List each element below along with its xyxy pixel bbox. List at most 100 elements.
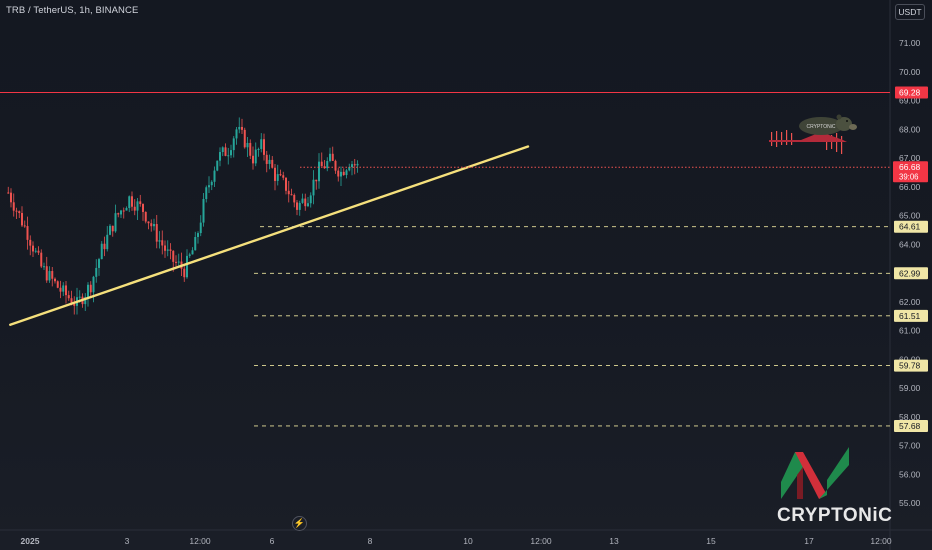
time-tick-label: 2025 (21, 536, 40, 546)
candle-body (227, 155, 230, 157)
support-tag-label: 57.68 (899, 421, 921, 431)
candles (7, 117, 359, 315)
brand-logo-icon (781, 447, 849, 499)
price-tick-label: 57.00 (899, 441, 921, 451)
support-tag-bg (894, 309, 928, 322)
support-tag-label: 61.51 (899, 311, 921, 321)
price-tick-label: 56.00 (899, 469, 921, 479)
candle-body (318, 161, 320, 182)
bear-eye (846, 120, 848, 122)
candle-body (257, 148, 260, 150)
candle-body (98, 259, 100, 268)
candle-body (15, 210, 18, 212)
candle-body (232, 138, 235, 151)
candle-body (274, 167, 276, 181)
candle-body (326, 160, 329, 169)
price-tick-label: 70.00 (899, 67, 921, 77)
price-tick-label: 58.00 (899, 412, 921, 422)
candle-body (345, 170, 348, 176)
candle-body (37, 250, 40, 253)
currency-button[interactable]: USDT (895, 4, 925, 20)
support-tag-bg (894, 267, 928, 280)
candle-body (205, 187, 208, 199)
candle-body (241, 126, 243, 130)
candle-body (301, 198, 304, 203)
candle-body (133, 206, 136, 211)
candle-body (271, 159, 274, 168)
resistance-price-tag: 69.28 (895, 86, 928, 99)
logo-green-right (819, 447, 849, 499)
candle-body (230, 150, 232, 156)
time-tick-label: 13 (609, 536, 619, 546)
logo-green-left (781, 452, 803, 499)
price-tick-label: 55.00 (899, 498, 921, 508)
price-tick-label: 64.00 (899, 239, 921, 249)
candle-body (128, 196, 131, 209)
lightning-icon[interactable]: ⚡ (292, 516, 307, 531)
candle-body (307, 203, 309, 207)
candle-body (188, 254, 191, 256)
time-axis[interactable]: 2025 3 12:00 6 8 10 12:00 13 15 17 12:00 (21, 536, 892, 546)
candle-body (48, 271, 51, 281)
candle-body (268, 159, 271, 164)
candle-body (342, 171, 345, 176)
candle-body (139, 201, 142, 205)
candle-body (340, 171, 342, 177)
candle-body (43, 266, 45, 268)
support-price-tag: 59.78 (894, 359, 928, 372)
candle-body (10, 192, 12, 203)
candle-body (219, 152, 221, 161)
candle-body (84, 297, 87, 305)
candle-body (147, 221, 150, 224)
candle-body (62, 285, 65, 292)
candle-body (224, 147, 227, 156)
badge-text: CRYPTONiC (807, 124, 836, 130)
candle-body (287, 190, 290, 195)
candle-body (150, 223, 153, 227)
candle-body (103, 243, 106, 250)
candle-body (100, 243, 103, 260)
badge-bar (786, 130, 788, 145)
candle-body (70, 298, 73, 304)
bar-countdown-label: 39:06 (899, 173, 919, 182)
candle-body (208, 185, 210, 188)
candle-body (265, 154, 268, 164)
current-price-tag-bg (893, 161, 928, 183)
support-price-tag: 61.51 (894, 309, 928, 322)
candle-body (331, 153, 334, 161)
candle-body (320, 161, 323, 167)
price-tick-label: 71.00 (899, 38, 921, 48)
candle-body (164, 245, 166, 251)
time-tick-label: 12:00 (189, 536, 211, 546)
price-tick-label: 62.00 (899, 297, 921, 307)
candle-body (34, 250, 37, 252)
candle-body (254, 149, 257, 164)
symbol-title[interactable]: TRB / TetherUS, 1h, BINANCE (6, 5, 139, 16)
candle-body (32, 245, 34, 252)
candle-body (45, 266, 48, 281)
candle-body (315, 179, 318, 182)
candle-body (312, 179, 315, 196)
candle-body (348, 166, 351, 171)
candle-body (177, 261, 180, 263)
support-price-tag: 62.99 (894, 267, 928, 280)
candle-body (144, 211, 147, 222)
candle-body (131, 196, 133, 207)
candle-body (279, 174, 282, 176)
candle-body (40, 252, 43, 267)
support-tag-label: 64.61 (899, 222, 921, 232)
candle-body (221, 147, 224, 153)
candle-body (26, 226, 29, 240)
current-price-label: 66.68 (899, 162, 921, 172)
candle-body (296, 202, 298, 210)
ascending-trendline[interactable] (9, 145, 530, 326)
badge-bar (791, 133, 793, 145)
candle-body (191, 250, 194, 255)
price-axis[interactable]: 55.00 56.00 57.00 58.00 59.00 60.00 61.00 62.00… (899, 38, 921, 508)
candle-body (95, 267, 98, 277)
candle-body (290, 194, 293, 196)
candle-body (260, 139, 263, 149)
candle-body (197, 233, 199, 237)
